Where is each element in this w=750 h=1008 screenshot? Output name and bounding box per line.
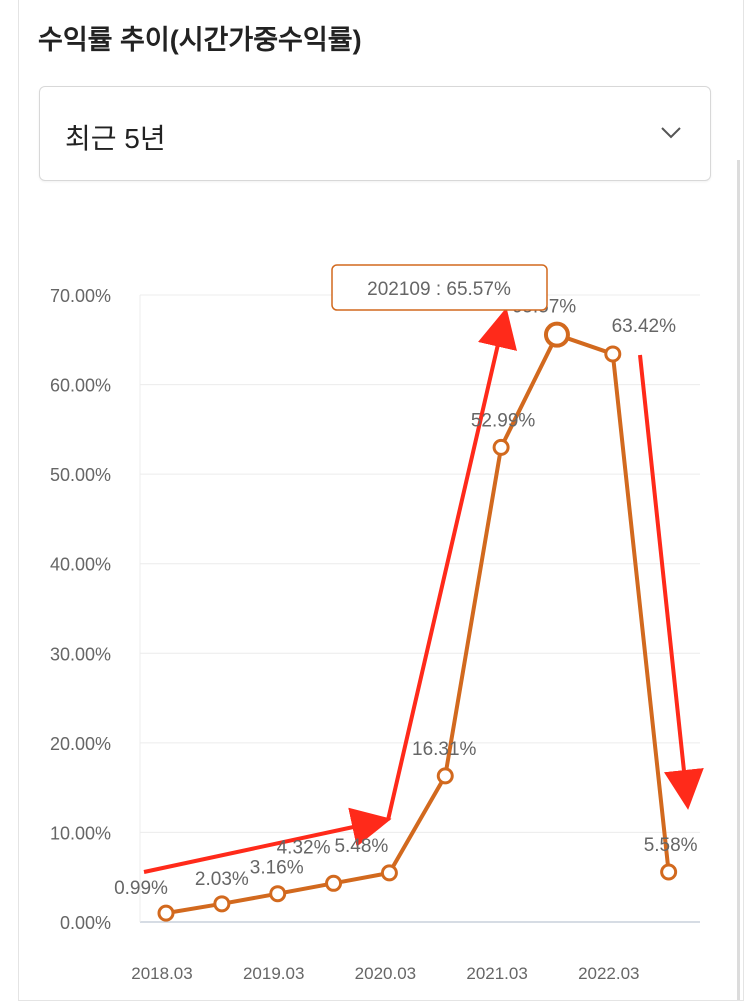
page-title: 수익률 추이(시간가중수익률)	[38, 25, 362, 55]
chevron-down-icon	[661, 127, 681, 139]
trend-arrow	[143, 807, 392, 874]
data-point	[380, 864, 398, 882]
data-point	[543, 321, 570, 348]
period-select[interactable]: 최근 5년	[39, 86, 711, 181]
trend-arrow	[638, 354, 704, 810]
series-polyline	[165, 332, 671, 916]
data-label: 52.99%	[471, 410, 536, 431]
data-label: 3.16%	[250, 858, 304, 879]
y-tick-label: 50.00%	[50, 465, 111, 485]
period-select-value: 최근 5년	[65, 123, 166, 154]
data-point	[492, 438, 510, 456]
data-point	[325, 874, 343, 892]
data-labels: 0.99%2.03%3.16%4.32%5.48%16.31%52.99%65.…	[114, 297, 698, 899]
x-tick-label: 2018.03	[131, 964, 192, 983]
data-label: 16.31%	[412, 739, 477, 760]
axes: 0.00% 10.00% 20.00% 30.00% 40.00% 50.00% 60.00…	[50, 286, 640, 983]
data-label: 63.42%	[612, 316, 677, 337]
y-tick-label: 40.00%	[50, 555, 111, 575]
data-label: 5.58%	[644, 835, 698, 856]
data-label: 2.03%	[195, 869, 249, 890]
scrollbar[interactable]	[737, 160, 740, 1000]
y-tick-label: 10.00%	[50, 823, 111, 843]
y-tick-label: 30.00%	[50, 644, 111, 664]
data-point	[213, 895, 231, 913]
y-tick-label: 70.00%	[50, 286, 111, 306]
y-tick-label: 0.00%	[60, 913, 111, 933]
series-line	[165, 332, 671, 916]
x-tick-label: 2020.03	[355, 964, 416, 983]
data-point	[604, 345, 622, 363]
tooltip: 202109 : 65.57%	[331, 264, 548, 311]
y-tick-label: 60.00%	[50, 376, 111, 396]
trend-arrow	[386, 307, 517, 821]
y-tick-label: 20.00%	[50, 734, 111, 754]
data-point	[436, 767, 454, 785]
data-point	[157, 904, 175, 922]
tooltip-text: 202109 : 65.57%	[367, 279, 511, 300]
data-points	[157, 321, 678, 922]
x-tick-label: 2019.03	[243, 964, 304, 983]
x-tick-label: 2021.03	[466, 964, 527, 983]
data-label: 4.32%	[277, 837, 331, 858]
trend-annotations	[143, 307, 704, 874]
data-label: 0.99%	[114, 878, 168, 899]
data-point	[269, 885, 287, 903]
data-point	[660, 863, 678, 881]
x-tick-label: 2022.03	[578, 964, 639, 983]
data-label: 5.48%	[334, 836, 388, 857]
tooltip-box	[331, 264, 548, 311]
